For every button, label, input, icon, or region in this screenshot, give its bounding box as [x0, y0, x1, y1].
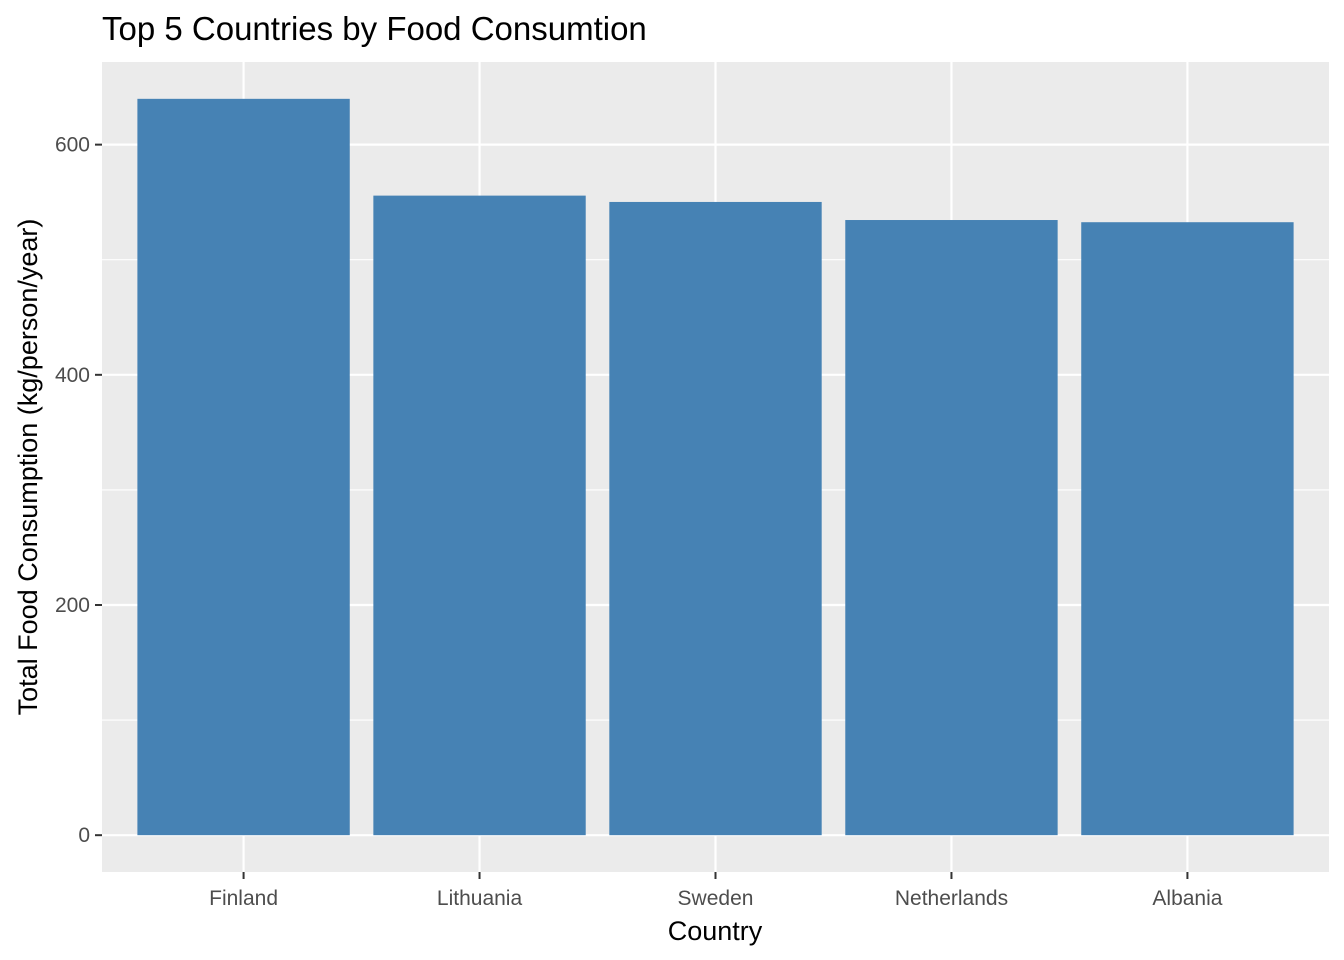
- y-axis-title: Total Food Consumption (kg/person/year): [13, 219, 43, 716]
- x-tick-label: Albania: [1152, 887, 1222, 910]
- x-tick-label: Sweden: [678, 887, 754, 910]
- x-tick-label: Finland: [209, 887, 278, 910]
- bar-netherlands: [845, 220, 1058, 836]
- bar-lithuania: [373, 195, 586, 836]
- bar-finland: [137, 98, 350, 836]
- y-tick-label: 400: [55, 364, 90, 387]
- bars: [137, 98, 1294, 836]
- y-tick-label: 200: [55, 594, 90, 617]
- bar-sweden: [609, 201, 822, 836]
- y-axis: 0 200 400 600: [55, 134, 102, 847]
- y-tick-label: 0: [78, 824, 90, 847]
- x-axis-title: Country: [668, 916, 763, 946]
- x-tick-label: Netherlands: [895, 887, 1008, 910]
- x-axis: Finland Lithuania Sweden Netherlands Albania: [209, 872, 1223, 910]
- x-tick-label: Lithuania: [437, 887, 523, 910]
- chart-title: Top 5 Countries by Food Consumtion: [102, 10, 647, 47]
- bar-albania: [1081, 222, 1294, 836]
- y-tick-label: 600: [55, 134, 90, 157]
